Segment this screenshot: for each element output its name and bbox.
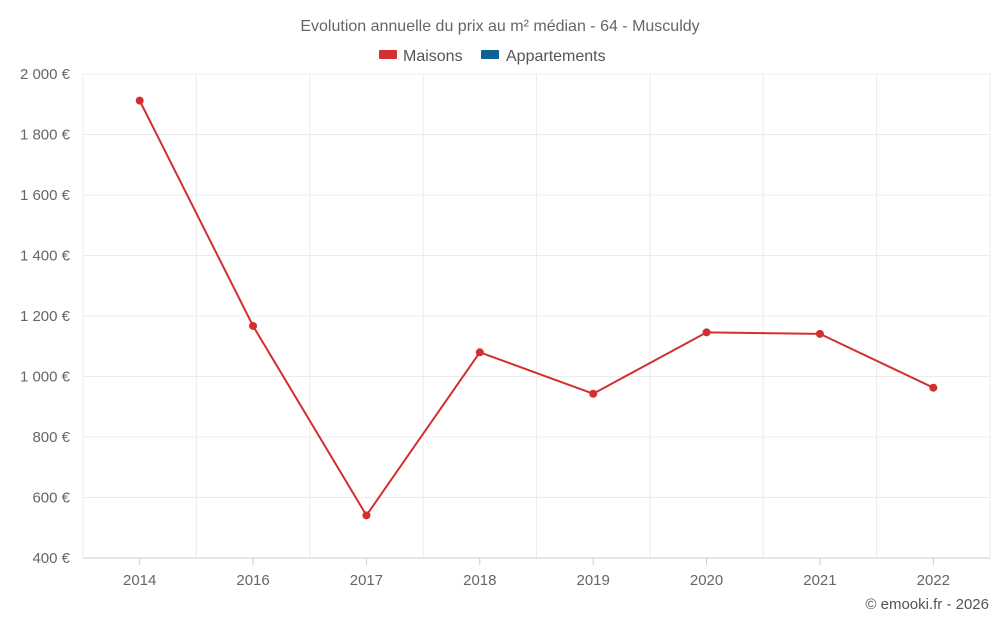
legend-swatch-appartements[interactable] xyxy=(481,50,499,59)
series-line-maisons xyxy=(138,100,934,517)
legend[interactable]: Maisons Appartements xyxy=(379,48,606,65)
data-point-maisons[interactable] xyxy=(929,383,938,392)
x-axis-tick-labels: 2014 2016 2017 2018 2019 2020 2021 2022 xyxy=(123,558,950,589)
y-axis-tick-labels: 400 € 600 € 800 € 1 000 € 1 200 € 1 400 € 1 60… xyxy=(20,66,71,567)
x-tick-label: 2018 xyxy=(463,572,496,589)
x-tick-label: 2014 xyxy=(123,572,156,589)
x-tick-label: 2017 xyxy=(350,572,383,589)
y-tick-label: 400 € xyxy=(32,550,70,567)
y-tick-label: 800 € xyxy=(32,429,70,446)
x-tick-label: 2019 xyxy=(577,572,610,589)
data-point-maisons[interactable] xyxy=(702,328,711,337)
chart-title: Evolution annuelle du prix au m² médian … xyxy=(300,18,699,35)
x-tick-label: 2021 xyxy=(803,572,836,589)
y-tick-label: 600 € xyxy=(32,490,70,507)
legend-label-appartements[interactable]: Appartements xyxy=(506,48,606,65)
data-point-maisons[interactable] xyxy=(475,348,484,357)
series-layer xyxy=(135,96,938,520)
y-tick-label: 1 000 € xyxy=(20,369,71,386)
x-tick-label: 2022 xyxy=(917,572,950,589)
y-tick-label: 2 000 € xyxy=(20,66,71,83)
x-tick-label: 2016 xyxy=(236,572,269,589)
credit-text: © emooki.fr - 2026 xyxy=(865,596,989,613)
y-tick-label: 1 400 € xyxy=(20,248,71,265)
data-point-maisons[interactable] xyxy=(249,321,258,330)
legend-swatch-maisons[interactable] xyxy=(379,50,397,59)
data-point-maisons[interactable] xyxy=(589,389,598,398)
data-point-maisons[interactable] xyxy=(362,511,371,520)
legend-label-maisons[interactable]: Maisons xyxy=(403,48,463,65)
data-point-maisons[interactable] xyxy=(135,96,144,105)
y-tick-label: 1 600 € xyxy=(20,187,71,204)
y-tick-label: 1 800 € xyxy=(20,127,71,144)
x-tick-label: 2020 xyxy=(690,572,723,589)
data-point-maisons[interactable] xyxy=(815,329,824,338)
y-tick-label: 1 200 € xyxy=(20,308,71,325)
x-gridlines xyxy=(82,74,991,558)
